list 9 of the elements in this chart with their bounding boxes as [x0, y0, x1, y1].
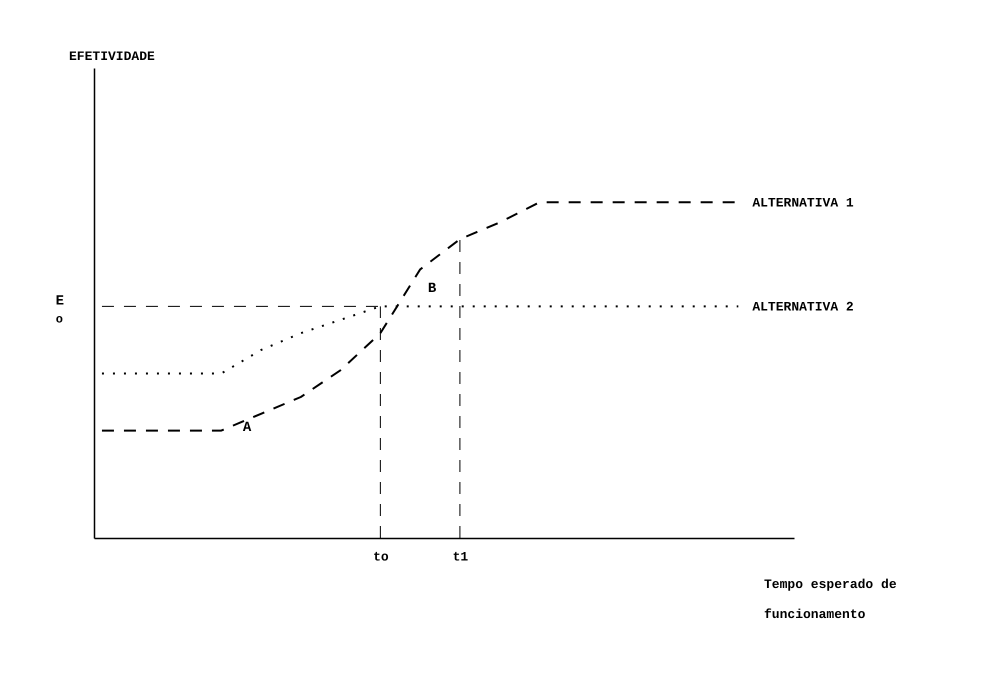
annotation: A [242, 420, 252, 436]
ref-line-label: Eo [56, 293, 64, 326]
text: EFETIVIDADE [69, 49, 156, 64]
x-axis-title: Tempo esperado de funcionamento [764, 577, 897, 622]
annotation: B [428, 280, 437, 297]
x-tick-label: t1 [452, 550, 468, 564]
series-label: ALTERNATIVA 1 [752, 195, 854, 210]
series-label: ALTERNATIVA 2 [752, 299, 854, 314]
x-tick-label: to [373, 550, 389, 564]
